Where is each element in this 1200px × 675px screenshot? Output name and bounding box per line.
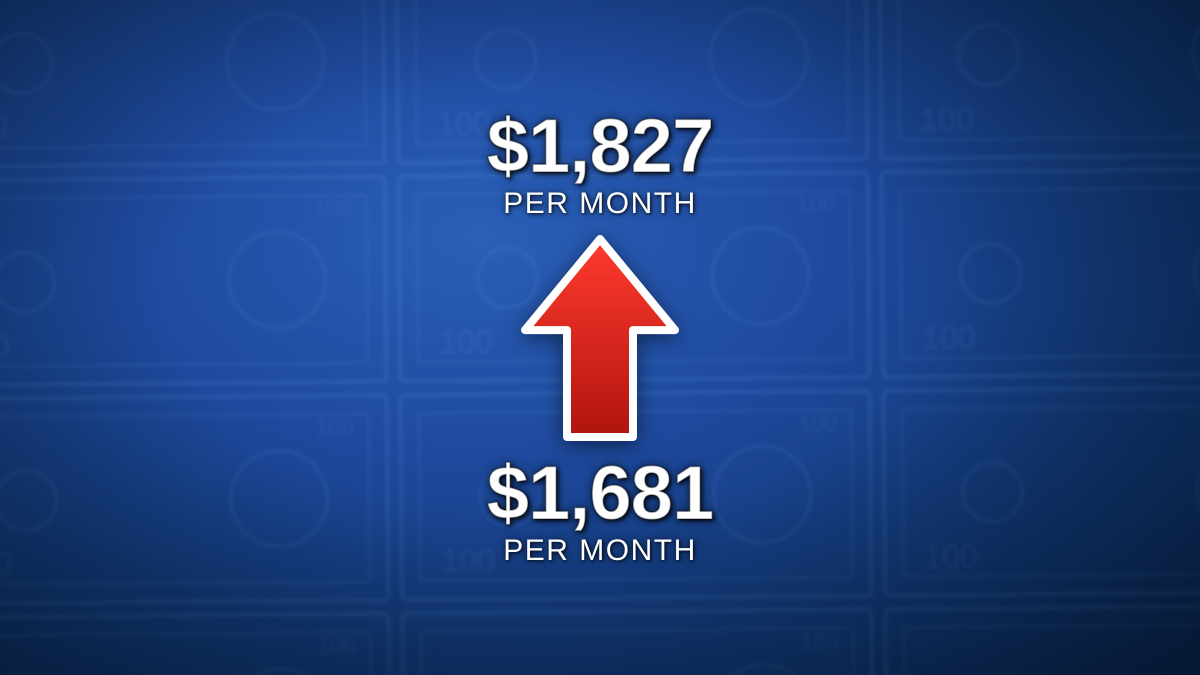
bottom-period: PER MONTH [487,536,713,566]
bottom-amount: $1,681 [487,456,713,532]
infographic-content: $1,827 PER MONTH $1,681 PER MONTH [0,0,1200,675]
top-period: PER MONTH [487,189,713,219]
bottom-figure-group: $1,681 PER MONTH [487,456,713,566]
up-arrow-icon [519,233,681,443]
top-amount: $1,827 [487,109,713,185]
top-figure-group: $1,827 PER MONTH [487,109,713,219]
up-arrow [519,233,681,448]
